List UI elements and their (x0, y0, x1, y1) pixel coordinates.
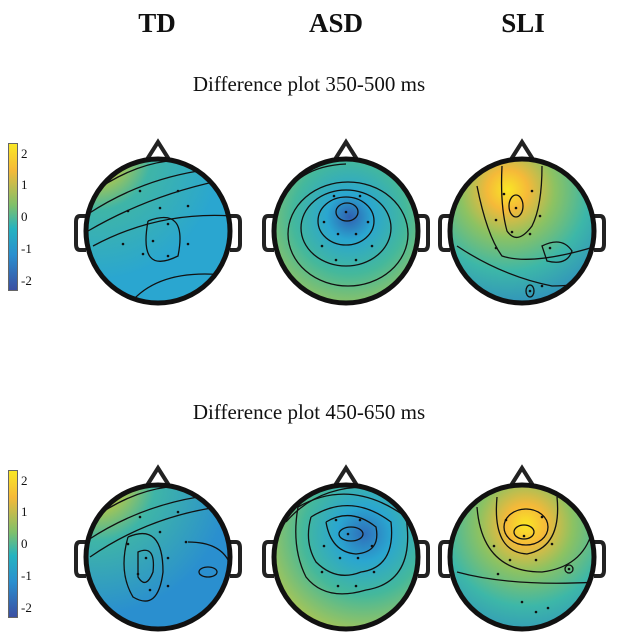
nose-icon (144, 138, 172, 163)
colorbar-tick: -1 (21, 241, 32, 256)
head-outline (83, 482, 233, 632)
topomap-asd-350-500 (262, 138, 430, 306)
column-header-asd: ASD (308, 8, 363, 38)
nose-icon (508, 138, 536, 163)
topomap-sli-350-500 (438, 138, 606, 306)
colorbar-tick: 0 (21, 209, 28, 224)
electrode-dots (121, 189, 190, 258)
ear-left-icon (74, 540, 86, 578)
nose-icon (332, 138, 360, 163)
ear-right-icon (230, 540, 242, 578)
topomap-asd-450-650 (262, 464, 430, 632)
head-outline (83, 156, 233, 306)
electrode-dots (494, 189, 552, 293)
ear-right-icon (418, 540, 430, 578)
ear-right-icon (594, 540, 606, 578)
nose-icon (144, 464, 172, 489)
nose-icon (332, 464, 360, 489)
ear-left-icon (262, 214, 274, 252)
head-outline (271, 156, 421, 306)
ear-right-icon (594, 214, 606, 252)
column-header-sli: SLI (501, 8, 545, 38)
nose-icon (508, 464, 536, 489)
colorbar-tick: 2 (21, 146, 28, 161)
column-header-td: TD (138, 8, 176, 38)
colorbar-tick: 2 (21, 473, 28, 488)
colorbar-tick: 1 (21, 504, 28, 519)
ear-right-icon (230, 214, 242, 252)
colorbar-strip (8, 143, 18, 291)
colorbar-tick: 1 (21, 177, 28, 192)
electrode-dots (492, 515, 571, 614)
colorbar-strip (8, 470, 18, 618)
ear-left-icon (262, 540, 274, 578)
head-outline (271, 482, 421, 632)
topomap-td-350-500 (74, 138, 242, 306)
topomap-td-450-650 (74, 464, 242, 632)
ear-left-icon (74, 214, 86, 252)
ear-left-icon (438, 540, 450, 578)
electrode-dots (320, 194, 374, 262)
colorbar-tick: 0 (21, 536, 28, 551)
head-outline (447, 156, 597, 306)
colorbar-1: 2 1 0 -1 -2 (8, 143, 38, 293)
colorbar-2: 2 1 0 -1 -2 (8, 470, 38, 620)
ear-right-icon (418, 214, 430, 252)
row-title-350-500: Difference plot 350-500 ms (192, 72, 426, 96)
electrode-dots (126, 510, 188, 592)
topomap-sli-450-650 (438, 464, 606, 632)
row-title-450-650: Difference plot 450-650 ms (192, 400, 426, 424)
colorbar-tick: -2 (21, 600, 32, 615)
colorbar-tick: -1 (21, 568, 32, 583)
colorbar-tick: -2 (21, 273, 32, 288)
ear-left-icon (438, 214, 450, 252)
head-outline (447, 482, 597, 632)
electrode-dots (320, 518, 376, 588)
